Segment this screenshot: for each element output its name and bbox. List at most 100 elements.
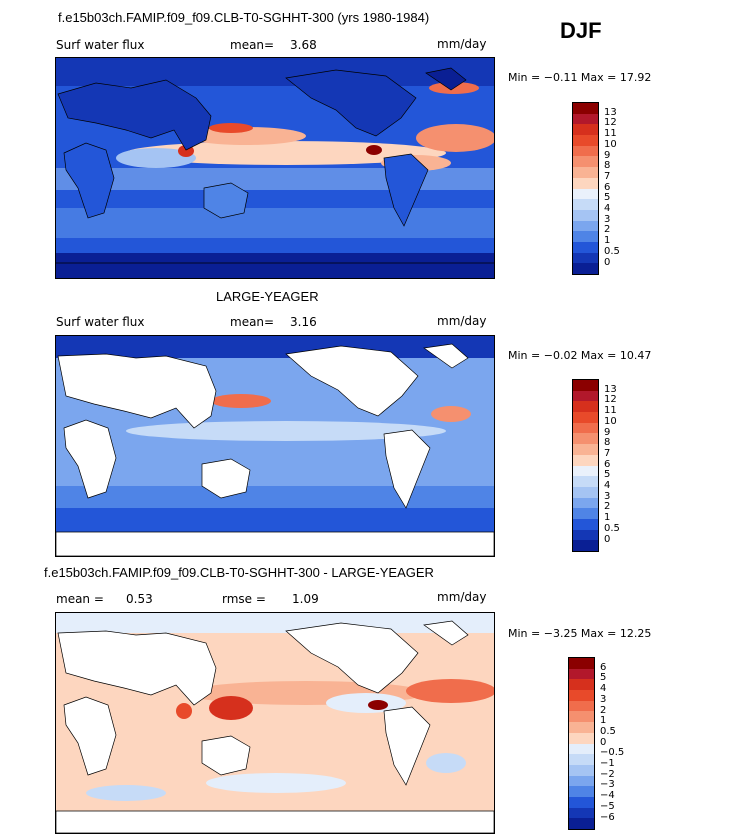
panel3-title: f.e15b03ch.FAMIP.f09_f09.CLB-T0-SGHHT-30… xyxy=(44,565,434,580)
colorbar-swatch xyxy=(569,690,594,701)
colorbar-swatch xyxy=(573,156,598,168)
panel3-map xyxy=(55,612,495,834)
colorbar-swatch xyxy=(573,529,598,541)
panel3-mean-label: mean = xyxy=(56,592,104,606)
panel3-rmse-label: rmse = xyxy=(222,592,266,606)
colorbar-swatch xyxy=(569,658,594,669)
colorbar-tick-label: 0 xyxy=(600,736,607,748)
panel3-map-graphic xyxy=(56,613,494,833)
colorbar-swatch xyxy=(573,486,598,498)
colorbar-tick-label: 1 xyxy=(600,715,607,727)
colorbar-swatch xyxy=(573,380,598,391)
panel1-colorbar xyxy=(572,102,599,275)
colorbar-tick-label: −1 xyxy=(600,758,615,769)
colorbar-tick-label: −3 xyxy=(600,779,615,791)
colorbar-tick-label: 8 xyxy=(604,437,611,449)
colorbar-tick-label: 9 xyxy=(604,149,611,161)
colorbar-tick-label: 0 xyxy=(604,256,611,268)
colorbar-tick-label: 4 xyxy=(604,480,611,491)
colorbar-tick-label: 5 xyxy=(604,192,611,204)
colorbar-swatch xyxy=(573,231,598,242)
panel1-map xyxy=(55,57,495,279)
panel1-mean-value: 3.68 xyxy=(290,38,317,52)
colorbar-swatch xyxy=(569,754,594,765)
colorbar-swatch xyxy=(573,263,598,274)
colorbar-tick-label: 2 xyxy=(600,704,607,716)
colorbar-tick-label: 8 xyxy=(604,160,611,172)
colorbar-swatch xyxy=(573,433,598,445)
colorbar-tick-label: 7 xyxy=(604,170,611,182)
colorbar-tick-label: 4 xyxy=(604,203,611,214)
colorbar-tick-label: 3 xyxy=(604,490,611,502)
colorbar-swatch xyxy=(569,711,594,723)
panel1-title: f.e15b03ch.FAMIP.f09_f09.CLB-T0-SGHHT-30… xyxy=(58,10,430,25)
colorbar-swatch xyxy=(569,732,594,744)
colorbar-swatch xyxy=(569,679,594,691)
colorbar-swatch xyxy=(573,540,598,551)
colorbar-swatch xyxy=(573,497,598,509)
panel3-rmse-value: 1.09 xyxy=(292,592,319,606)
colorbar-swatch xyxy=(569,764,594,776)
panel2-variable-label: Surf water flux xyxy=(56,315,145,329)
colorbar-swatch xyxy=(569,786,594,797)
colorbar-tick-label: 5 xyxy=(604,469,611,481)
colorbar-swatch xyxy=(573,444,598,455)
colorbar-tick-label: 10 xyxy=(604,415,617,427)
colorbar-tick-label: 5 xyxy=(600,672,607,684)
panel2-minmax: Min = −0.02 Max = 10.47 xyxy=(508,349,652,362)
panel2-colorbar xyxy=(572,379,599,552)
colorbar-swatch xyxy=(573,241,598,253)
colorbar-tick-label: 1 xyxy=(604,512,611,524)
panel2-mean-label: mean= xyxy=(230,315,275,329)
colorbar-swatch xyxy=(569,743,594,755)
panel3-colorbar-swatches xyxy=(569,658,594,829)
colorbar-tick-label: −4 xyxy=(600,790,615,802)
colorbar-swatch xyxy=(573,422,598,434)
colorbar-swatch xyxy=(573,412,598,423)
panel2-map xyxy=(55,335,495,557)
colorbar-tick-label: −5 xyxy=(600,800,615,812)
colorbar-tick-label: 0.5 xyxy=(604,245,620,257)
colorbar-swatch xyxy=(573,454,598,466)
colorbar-swatch xyxy=(569,818,594,829)
colorbar-swatch xyxy=(573,135,598,146)
colorbar-swatch xyxy=(573,518,598,530)
colorbar-swatch xyxy=(573,199,598,210)
colorbar-swatch xyxy=(573,220,598,232)
colorbar-tick-label: 2 xyxy=(604,224,611,236)
colorbar-swatch xyxy=(569,700,594,712)
colorbar-tick-label: 6 xyxy=(604,181,611,193)
panel3-colorbar xyxy=(568,657,595,830)
colorbar-swatch xyxy=(573,401,598,413)
panel2-mean-value: 3.16 xyxy=(290,315,317,329)
colorbar-tick-label: 11 xyxy=(604,128,617,140)
colorbar-swatch xyxy=(573,209,598,221)
panel1-units: mm/day xyxy=(437,37,487,51)
colorbar-tick-label: 3 xyxy=(604,213,611,225)
colorbar-tick-label: 9 xyxy=(604,426,611,438)
colorbar-tick-label: 12 xyxy=(604,117,617,129)
colorbar-swatch xyxy=(573,167,598,178)
colorbar-swatch xyxy=(573,103,598,114)
colorbar-swatch xyxy=(573,124,598,136)
colorbar-swatch xyxy=(573,177,598,189)
colorbar-tick-label: 11 xyxy=(604,405,617,417)
panel1-variable-label: Surf water flux xyxy=(56,38,145,52)
panel2-title: LARGE-YEAGER xyxy=(216,289,319,304)
colorbar-swatch xyxy=(573,508,598,519)
colorbar-tick-label: 7 xyxy=(604,447,611,459)
colorbar-swatch xyxy=(569,775,594,787)
panel3-units: mm/day xyxy=(437,590,487,604)
colorbar-tick-label: 3 xyxy=(600,693,607,705)
colorbar-swatch xyxy=(569,668,594,680)
colorbar-swatch xyxy=(569,807,594,819)
panel3-mean-value: 0.53 xyxy=(126,592,153,606)
colorbar-swatch xyxy=(573,252,598,264)
colorbar-tick-label: 10 xyxy=(604,138,617,150)
colorbar-tick-label: −6 xyxy=(600,811,615,823)
panel2-units: mm/day xyxy=(437,314,487,328)
colorbar-swatch xyxy=(573,145,598,157)
colorbar-tick-label: 4 xyxy=(600,683,607,695)
colorbar-swatch xyxy=(573,465,598,477)
colorbar-tick-label: 13 xyxy=(604,106,617,118)
